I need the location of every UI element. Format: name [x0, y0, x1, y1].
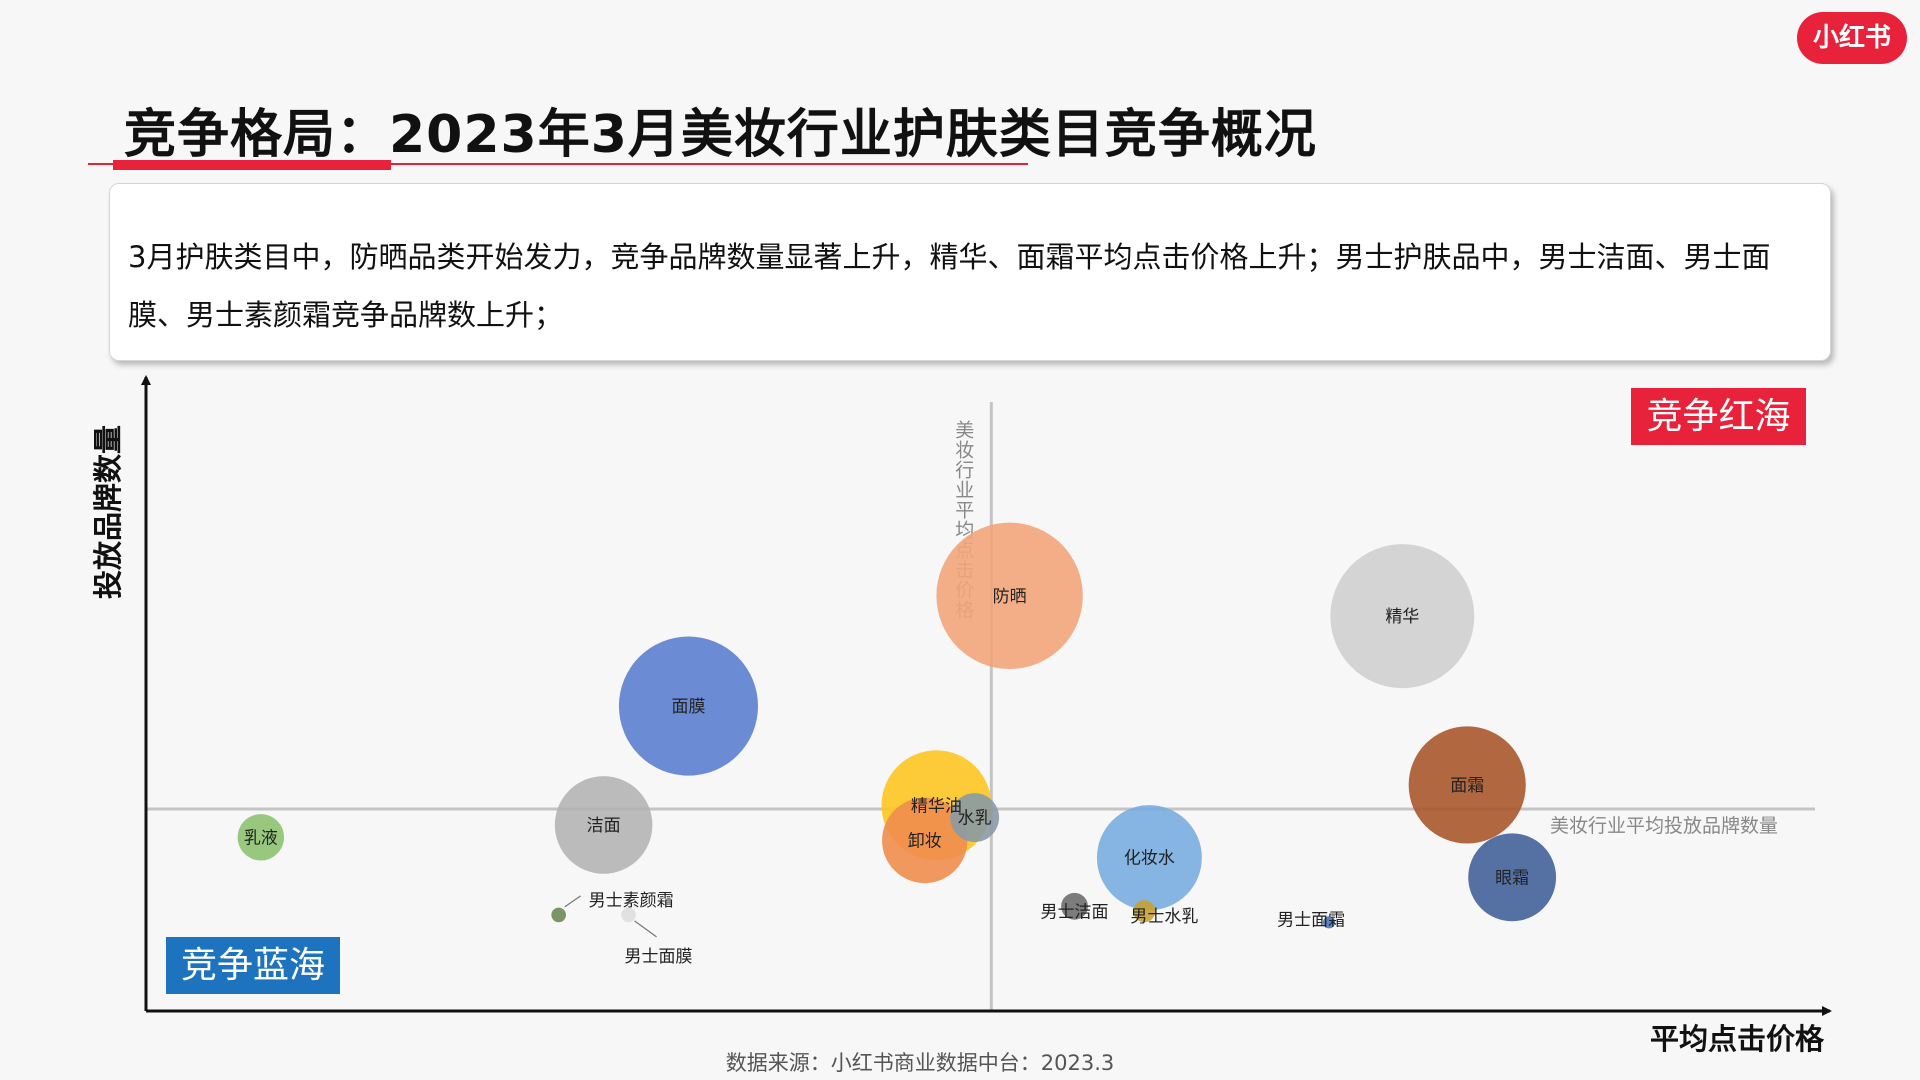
bubble-11 — [1061, 892, 1088, 920]
bubble-0 — [936, 522, 1083, 670]
y-axis-label: 投放品牌数量 — [91, 425, 125, 599]
red-ocean-badge: 竞争红海 — [1631, 388, 1806, 445]
bubble-5 — [554, 776, 653, 874]
bubble-label-4: 精华油 — [911, 796, 962, 816]
x-axis-label: 平均点击价格 — [1650, 1022, 1825, 1056]
bubble-10 — [237, 814, 284, 861]
bubble-label-6: 卸妆 — [908, 831, 942, 851]
bubble-8 — [1096, 805, 1202, 911]
bubble-label-3: 面霜 — [1450, 776, 1484, 796]
bubble-15 — [621, 907, 636, 923]
bubble-label-11: 男士洁面 — [1041, 902, 1109, 922]
summary-text: 3月护肤类目中，防晒品类开始发力，竞争品牌数量显著上升，精华、面霜平均点击价格上… — [128, 240, 1771, 332]
bubble-label-1: 精华 — [1385, 607, 1419, 627]
bubble-label-0: 防晒 — [993, 587, 1027, 607]
bubble-9 — [1468, 833, 1557, 922]
bubble-label-14: 男士素颜霜 — [589, 891, 674, 911]
bubble-label-5: 洁面 — [587, 816, 621, 836]
bubble-6 — [882, 797, 968, 884]
bubble-12 — [1133, 900, 1156, 923]
leader-line-14 — [564, 895, 582, 908]
leader-line-15 — [634, 920, 657, 938]
xiaohongshu-logo: 小红书 — [1797, 12, 1907, 64]
bubble-label-13: 男士面霜 — [1277, 910, 1345, 930]
avg-brand-count-label: 美妆行业平均投放品牌数量 — [1550, 815, 1778, 837]
bubble-14 — [551, 907, 566, 923]
bubble-7 — [950, 793, 1000, 842]
summary-box: 3月护肤类目中，防晒品类开始发力，竞争品牌数量显著上升，精华、面霜平均点击价格上… — [109, 183, 1831, 361]
bubble-2 — [618, 636, 759, 776]
bubble-label-10: 乳液 — [244, 828, 278, 848]
bubble-label-8: 化妆水 — [1124, 849, 1175, 869]
bubble-3 — [1408, 726, 1526, 844]
title-underline — [88, 163, 1028, 165]
bubble-label-9: 眼霜 — [1495, 868, 1529, 888]
bubble-13 — [1323, 916, 1336, 929]
bubble-label-2: 面膜 — [671, 697, 705, 717]
blue-ocean-badge: 竞争蓝海 — [166, 937, 340, 994]
bubble-1 — [1330, 544, 1475, 689]
bubble-label-7: 水乳 — [958, 809, 992, 829]
page-title: 竞争格局：2023年3月美妆行业护肤类目竞争概况 — [124, 105, 1317, 165]
bubble-label-12: 男士水乳 — [1130, 907, 1198, 927]
title-accent-bar — [113, 160, 391, 170]
data-source-note: 数据来源：小红书商业数据中台：2023.3 — [725, 1051, 1115, 1075]
bubble-label-15: 男士面膜 — [625, 947, 693, 967]
